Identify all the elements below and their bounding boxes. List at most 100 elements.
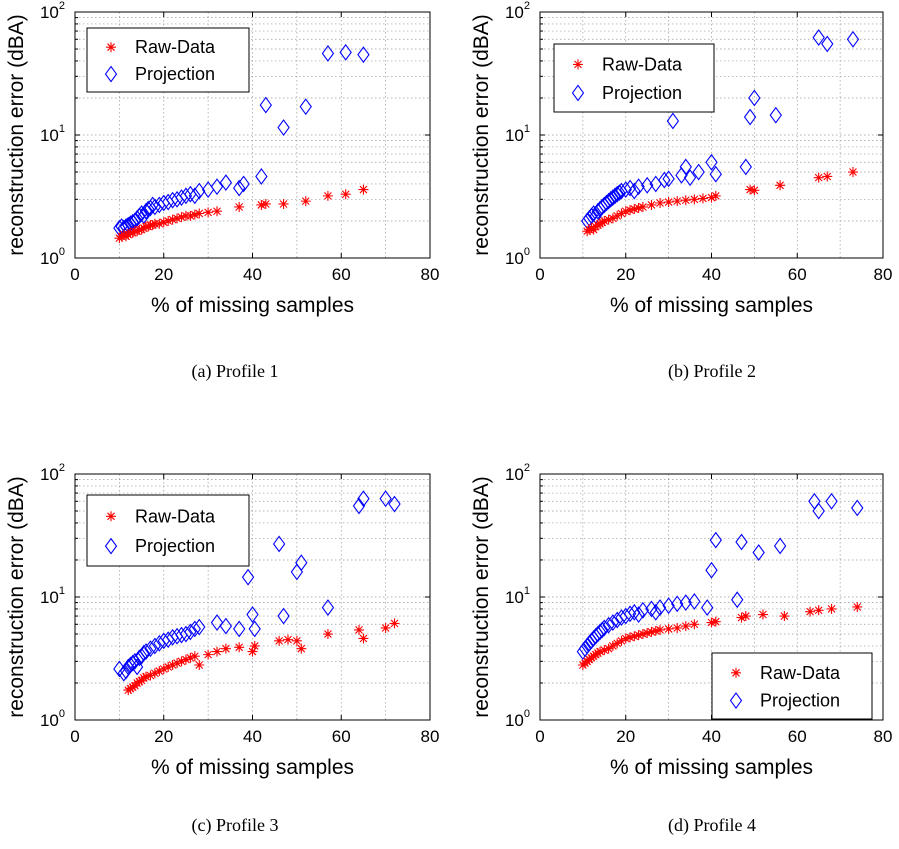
raw-data-point — [612, 210, 623, 221]
raw-data-point — [655, 624, 666, 635]
raw-data-point — [646, 199, 657, 210]
projection-point — [144, 640, 157, 658]
raw-data-point — [127, 682, 138, 693]
legend: Raw-Data Projection — [711, 652, 873, 720]
raw-data-point — [145, 670, 156, 681]
x-tick-label: 40 — [702, 727, 721, 746]
projection-point — [610, 185, 624, 203]
raw-data-point — [138, 672, 149, 683]
y-tick-label: 100 — [40, 708, 65, 730]
x-axis-label: % of missing samples — [610, 756, 813, 779]
raw-data-point — [189, 651, 200, 662]
x-tick-label: 0 — [70, 727, 79, 746]
legend-label: Raw-Data — [135, 506, 216, 526]
projection-point — [683, 169, 697, 187]
projection-point — [602, 192, 615, 210]
projection-point — [219, 174, 233, 192]
raw-data-point — [706, 192, 717, 203]
projection-point — [188, 187, 201, 205]
raw-data-point — [260, 198, 271, 209]
raw-data-point — [620, 206, 631, 217]
raw-data-point — [180, 654, 191, 665]
raw-data-point — [203, 207, 214, 218]
projection-point — [688, 593, 701, 610]
raw-data-point — [176, 656, 187, 667]
raw-data-point — [616, 635, 627, 646]
raw-data-point — [740, 611, 751, 622]
raw-data-point — [163, 215, 174, 226]
legend-label: Projection — [760, 691, 840, 711]
projection-point — [602, 616, 615, 634]
raw-data-point — [633, 202, 644, 213]
raw-data-point — [158, 217, 169, 228]
x-tick-label: 80 — [421, 727, 440, 746]
legend: Raw-Data Projection — [553, 43, 715, 113]
panel-caption: (a) Profile 1 — [192, 361, 279, 382]
raw-data-point — [203, 649, 214, 660]
projection-point — [193, 618, 206, 636]
series-raw-data — [582, 167, 858, 237]
legend-marker-projection — [104, 65, 118, 83]
y-tick-label: 100 — [505, 246, 530, 268]
panel-caption: (c) Profile 3 — [192, 815, 279, 836]
projection-point — [705, 153, 718, 171]
raw-data-point — [134, 676, 145, 687]
raw-data-point — [749, 185, 760, 196]
raw-data-point — [147, 220, 158, 231]
projection-point — [233, 179, 246, 197]
raw-data-point — [283, 634, 293, 645]
y-tick-label: 101 — [40, 123, 65, 145]
raw-data-point — [588, 224, 599, 235]
panel-caption: (b) Profile 2 — [668, 361, 756, 382]
raw-data-point — [625, 632, 636, 643]
legend-marker-raw-data — [731, 667, 741, 678]
raw-data-point — [672, 622, 683, 633]
x-tick-label: 40 — [702, 265, 721, 284]
projection-point — [179, 187, 193, 205]
raw-data-point — [757, 609, 768, 620]
raw-data-point — [689, 619, 700, 630]
projection-point — [623, 605, 637, 623]
raw-data-point — [710, 190, 721, 201]
projection-point — [210, 614, 224, 631]
panel-caption: (d) Profile 4 — [668, 815, 756, 836]
legend-box — [86, 27, 250, 93]
projection-point — [679, 158, 692, 176]
raw-data-point — [650, 625, 661, 636]
raw-data-point — [176, 212, 187, 223]
raw-data-point — [185, 652, 196, 663]
raw-data-point — [603, 643, 614, 654]
raw-data-point — [149, 668, 160, 679]
y-tick-label: 102 — [40, 462, 65, 484]
projection-point — [851, 499, 864, 517]
projection-point — [148, 198, 162, 216]
projection-point — [812, 502, 825, 520]
raw-data-point — [167, 214, 178, 225]
raw-data-point — [234, 642, 245, 653]
projection-point — [709, 531, 722, 549]
raw-data-point — [663, 623, 674, 634]
y-tick-label: 101 — [505, 585, 530, 607]
legend-marker-raw-data — [573, 59, 583, 70]
projection-point — [357, 46, 370, 64]
series-raw-data — [577, 601, 863, 670]
legend: Raw-Data Projection — [86, 494, 250, 567]
projection-point — [255, 168, 268, 185]
raw-data-point — [736, 612, 747, 623]
x-tick-label: 60 — [332, 727, 351, 746]
projection-point — [658, 171, 671, 189]
raw-data-point — [822, 171, 833, 182]
raw-data-point — [389, 618, 400, 629]
projection-point — [606, 189, 620, 206]
raw-data-point — [189, 209, 200, 220]
x-tick-label: 60 — [788, 727, 807, 746]
raw-data-point — [637, 629, 648, 640]
raw-data-point — [663, 197, 674, 208]
projection-point — [812, 29, 825, 46]
projection-point — [825, 492, 838, 510]
raw-data-point — [172, 213, 183, 224]
raw-data-point — [322, 190, 333, 201]
projection-point — [701, 599, 714, 617]
projection-point — [379, 490, 392, 508]
projection-point — [773, 537, 787, 555]
